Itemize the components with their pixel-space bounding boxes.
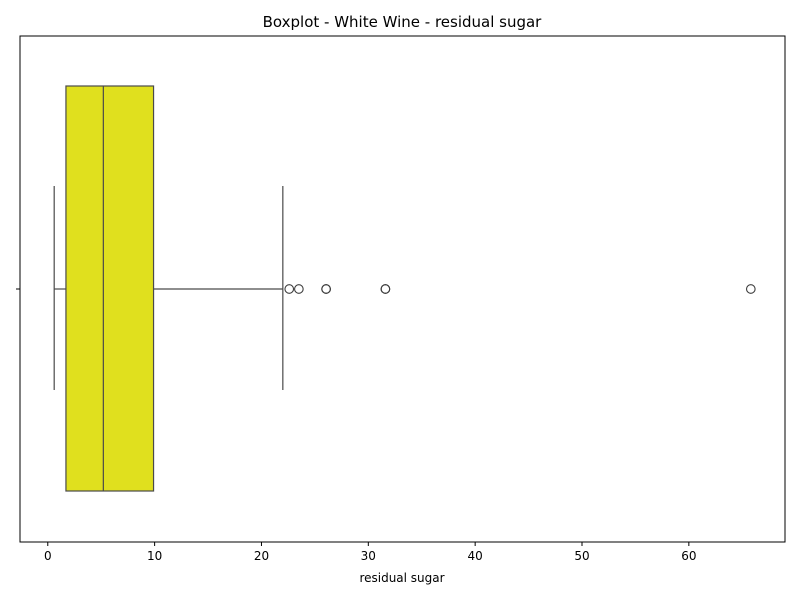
x-tick-label-40: 40: [468, 549, 483, 563]
plot-area: [53, 85, 756, 492]
outlier-point-5: [380, 284, 391, 294]
x-tick-label-60: 60: [681, 549, 696, 563]
x-axis-label: residual sugar: [359, 571, 444, 585]
iqr-box: [65, 85, 155, 492]
outlier-point-6: [745, 284, 756, 294]
chart-title: Boxplot - White Wine - residual sugar: [263, 13, 543, 31]
x-tick-label-50: 50: [574, 549, 589, 563]
x-tick-label-0: 0: [44, 549, 52, 563]
outlier-point-1: [294, 284, 304, 294]
x-tick-label-20: 20: [254, 549, 269, 563]
outlier-point-0: [284, 284, 295, 294]
x-tick-label-10: 10: [147, 549, 162, 563]
x-tick-label-30: 30: [361, 549, 376, 563]
axes: 0 10 20 30 40 50 60: [16, 35, 786, 563]
outlier-point-3: [321, 284, 331, 294]
